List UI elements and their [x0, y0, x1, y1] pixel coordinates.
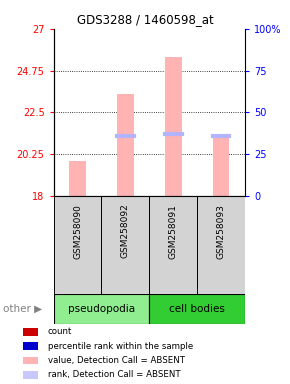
Bar: [23, 356, 38, 364]
Bar: [213, 135, 229, 196]
Text: rank, Detection Call = ABSENT: rank, Detection Call = ABSENT: [48, 371, 180, 379]
Bar: [149, 294, 245, 324]
Text: percentile rank within the sample: percentile rank within the sample: [48, 342, 193, 351]
Text: GSM258093: GSM258093: [217, 204, 226, 258]
Bar: [23, 328, 38, 336]
Bar: [23, 342, 38, 350]
Bar: [69, 161, 86, 196]
Bar: [149, 196, 197, 294]
Bar: [102, 196, 149, 294]
Text: GSM258091: GSM258091: [169, 204, 178, 258]
Bar: [197, 196, 245, 294]
Text: GSM258090: GSM258090: [73, 204, 82, 258]
Text: cell bodies: cell bodies: [169, 304, 225, 314]
Bar: [23, 371, 38, 379]
Text: count: count: [48, 327, 72, 336]
Text: value, Detection Call = ABSENT: value, Detection Call = ABSENT: [48, 356, 184, 365]
Text: pseudopodia: pseudopodia: [68, 304, 135, 314]
Text: GSM258092: GSM258092: [121, 204, 130, 258]
Bar: [54, 294, 149, 324]
Text: GDS3288 / 1460598_at: GDS3288 / 1460598_at: [77, 13, 213, 26]
Bar: [117, 94, 134, 196]
Text: other ▶: other ▶: [3, 304, 42, 314]
Bar: [165, 56, 182, 196]
Bar: [54, 196, 102, 294]
